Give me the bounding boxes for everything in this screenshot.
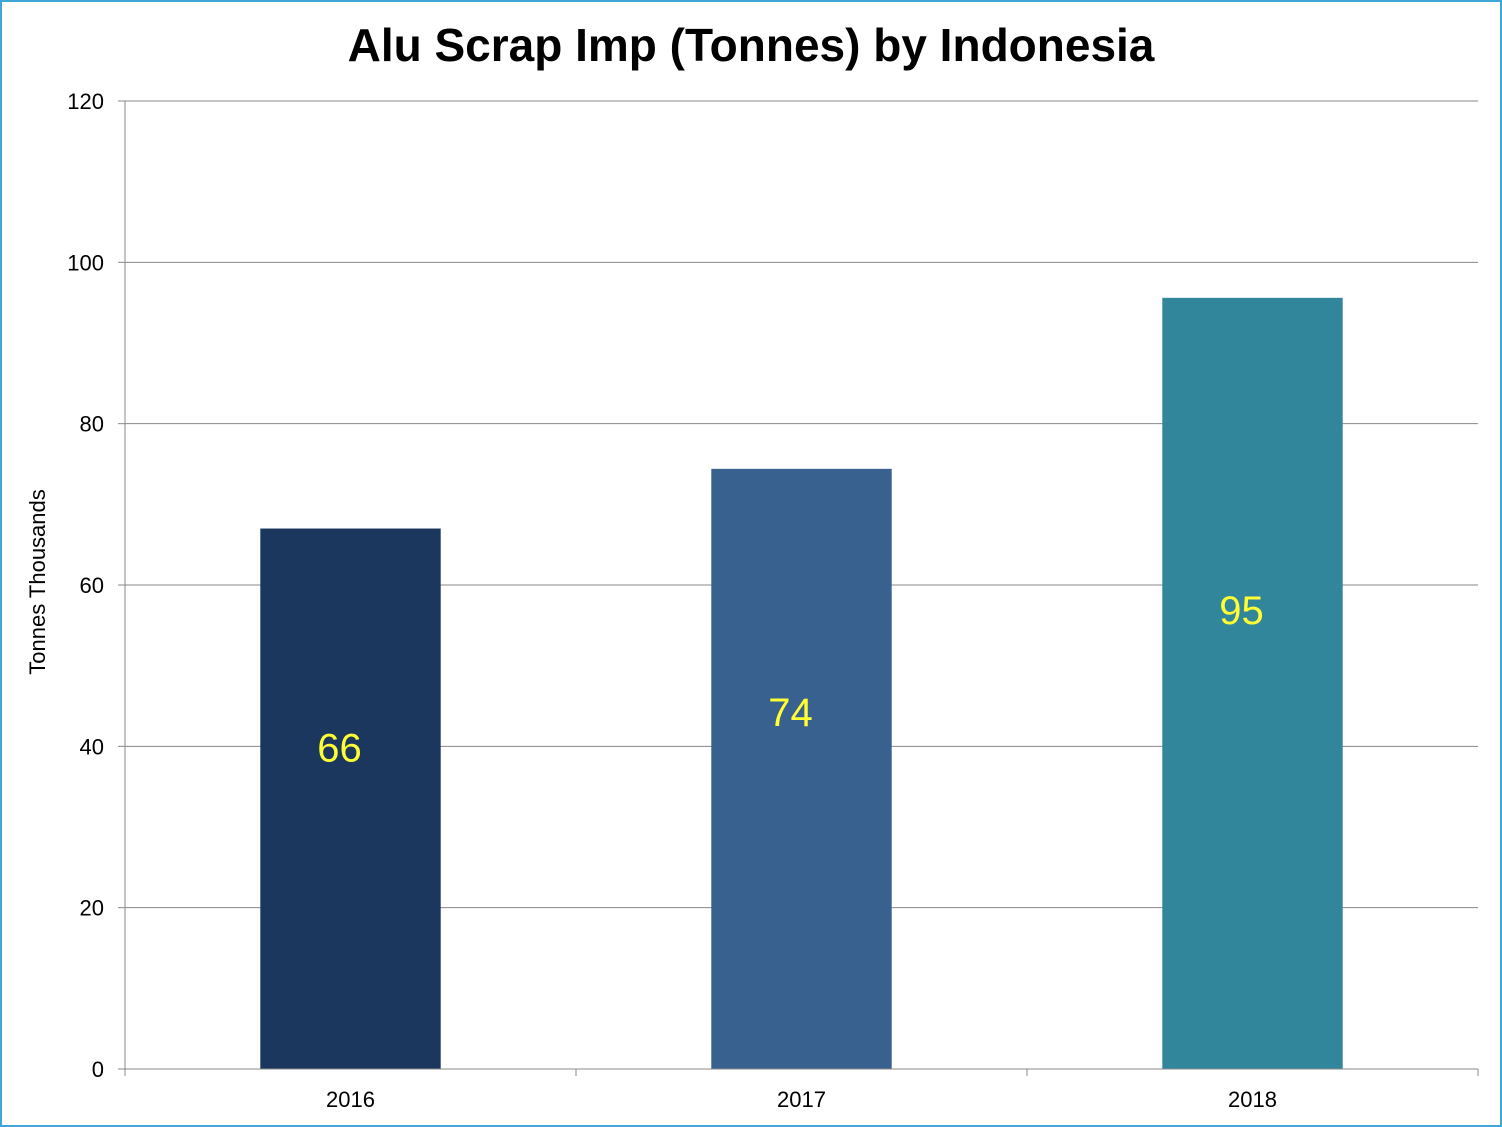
- y-tick-label: 20: [80, 896, 104, 921]
- y-tick-label: 60: [80, 573, 104, 598]
- y-tick-label: 80: [80, 412, 104, 437]
- data-label: 74: [768, 691, 813, 735]
- y-tick-label: 0: [92, 1057, 104, 1082]
- x-tick-label: 2016: [326, 1087, 375, 1112]
- bar-2016: [260, 528, 441, 1069]
- y-tick-label: 40: [80, 734, 104, 759]
- bars: [260, 297, 1343, 1070]
- y-tick-label: 100: [67, 250, 104, 275]
- axes: 0 20 40 60 80 100 120: [67, 89, 1479, 1082]
- x-tick-label: 2017: [777, 1087, 826, 1112]
- chart-title: Alu Scrap Imp (Tonnes) by Indonesia: [347, 19, 1155, 71]
- data-label: 95: [1219, 589, 1264, 633]
- labels: 2016 66 2017 74 2018 95: [317, 589, 1277, 1112]
- bar-2018: [1162, 297, 1343, 1069]
- data-label: 66: [317, 726, 362, 770]
- bar-2017: [711, 468, 892, 1070]
- y-axis-title: Tonnes Thousands: [25, 489, 50, 675]
- x-tick-label: 2018: [1228, 1087, 1277, 1112]
- y-tick-label: 120: [67, 89, 104, 114]
